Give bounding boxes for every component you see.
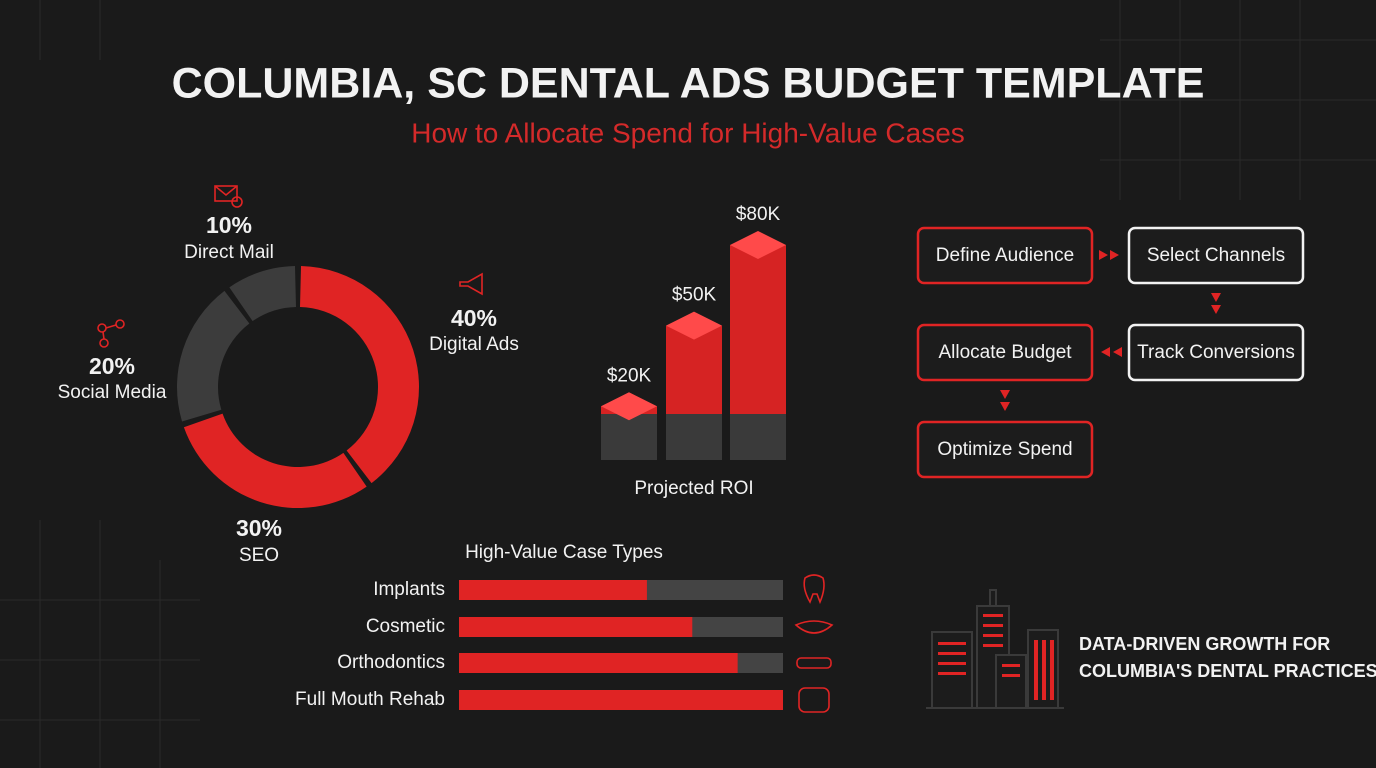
flow-box: [1127, 226, 1305, 285]
flow-box: [916, 420, 1094, 479]
braces-icon: [796, 657, 832, 669]
percent-label: 10%: [206, 212, 252, 238]
value-label: $80K: [736, 204, 781, 225]
bar-shadow: [666, 414, 722, 460]
flow-box: [916, 323, 1094, 382]
arrow: [1101, 347, 1110, 357]
category-label: Cosmetic: [366, 616, 445, 637]
value-label: $20K: [607, 365, 652, 386]
bar-shadow: [730, 414, 786, 460]
footer-text: COLUMBIA'S DENTAL PRACTICES: [1079, 661, 1376, 681]
window: [938, 652, 966, 655]
smile-icon: [794, 620, 834, 634]
flow-diagram: Define Audience Select Channels Track Co…: [916, 226, 1305, 479]
case-icons: [794, 574, 834, 713]
donut-segment: [300, 266, 419, 484]
flow-box: [1127, 323, 1305, 382]
flow-step: Optimize Spend: [937, 439, 1072, 460]
mail-icon: [231, 196, 243, 208]
building: [995, 654, 1027, 709]
flow-step: Track Conversions: [1137, 342, 1295, 363]
bar: [459, 617, 693, 637]
arrow: [1211, 305, 1221, 314]
window: [1034, 640, 1038, 700]
network-icon: [99, 338, 109, 348]
bar-shadow: [601, 414, 657, 460]
category-label: Orthodontics: [337, 652, 445, 673]
footer-text: DATA-DRIVEN GROWTH FOR: [1079, 634, 1330, 654]
window: [1050, 640, 1054, 700]
network-icon: [115, 319, 125, 329]
category-label: Full Mouth Rehab: [295, 689, 445, 710]
window: [938, 662, 966, 665]
network-icon: [105, 324, 117, 329]
bar: [459, 580, 647, 600]
value-label: $50K: [672, 285, 717, 306]
window: [983, 624, 1003, 627]
building: [989, 589, 997, 607]
title: COLUMBIA, SC DENTAL ADS BUDGET TEMPLATE: [172, 59, 1205, 107]
arrow: [1113, 347, 1122, 357]
flow-box: [916, 226, 1094, 285]
bar: [459, 690, 783, 710]
window: [983, 644, 1003, 647]
percent-label: 20%: [89, 353, 135, 379]
megaphone-icon: [459, 272, 483, 296]
donut-segment: [183, 413, 367, 509]
window: [983, 634, 1003, 637]
arrow: [1000, 390, 1010, 399]
category-label: SEO: [239, 545, 279, 566]
category-label: Direct Mail: [184, 242, 274, 263]
arrow: [1000, 402, 1010, 411]
window: [1042, 640, 1046, 700]
percent-label: 30%: [236, 515, 282, 541]
window: [1002, 664, 1020, 667]
bar: [459, 653, 738, 673]
arrow: [1099, 250, 1108, 260]
arrow: [1110, 250, 1119, 260]
arrow: [1211, 293, 1221, 302]
subtitle: How to Allocate Spend for High-Value Cas…: [411, 117, 965, 148]
category-label: Implants: [373, 579, 445, 600]
bar-top: [666, 311, 722, 340]
icons: [97, 185, 483, 348]
network-icon: [102, 331, 105, 340]
flow-step: Allocate Budget: [938, 342, 1072, 363]
denture-icon: [798, 687, 830, 713]
flow-step: Define Audience: [936, 245, 1074, 266]
mail-icon: [214, 185, 238, 202]
window: [938, 672, 966, 675]
category-label: Digital Ads: [429, 334, 519, 355]
donut-labels: 40% Digital Ads 30% SEO 20% Social Media…: [58, 212, 519, 566]
percent-label: 40%: [451, 305, 497, 331]
donut-segment: [176, 290, 250, 422]
window: [1002, 674, 1020, 677]
window: [938, 642, 966, 645]
window: [983, 614, 1003, 617]
bar-top: [730, 231, 786, 259]
mail-icon: [214, 185, 238, 197]
flow-arrows: [1000, 250, 1221, 411]
x-axis-label: Projected ROI: [634, 478, 753, 499]
donut-segment: [229, 266, 296, 322]
flow-step: Select Channels: [1147, 245, 1285, 266]
bar-top: [601, 392, 657, 421]
chart-title: High-Value Case Types: [465, 542, 663, 563]
network-icon: [97, 323, 107, 333]
city-illustration: [926, 589, 1064, 709]
tooth-icon: [803, 574, 825, 605]
category-label: Social Media: [58, 382, 167, 403]
